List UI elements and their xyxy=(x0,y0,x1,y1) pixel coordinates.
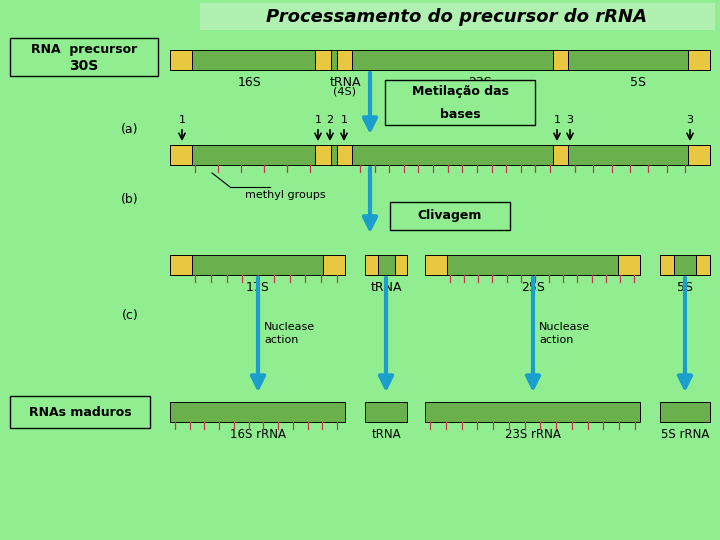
Bar xyxy=(618,255,640,275)
Bar xyxy=(425,255,640,275)
Bar xyxy=(390,202,510,230)
Bar xyxy=(425,402,640,422)
Bar xyxy=(337,145,352,165)
Bar xyxy=(323,255,345,275)
Text: (4S): (4S) xyxy=(333,87,356,97)
Bar xyxy=(688,50,710,70)
Text: 2: 2 xyxy=(326,115,333,125)
Text: 1: 1 xyxy=(179,115,186,125)
Text: 5S: 5S xyxy=(630,76,646,89)
Bar xyxy=(425,255,447,275)
Bar xyxy=(385,80,535,125)
Text: Nuclease: Nuclease xyxy=(264,322,315,332)
Text: 23S: 23S xyxy=(468,76,492,89)
Text: Metilação das: Metilação das xyxy=(412,85,508,98)
Text: RNA  precursor: RNA precursor xyxy=(31,44,137,57)
Bar xyxy=(170,255,192,275)
Text: Clivagem: Clivagem xyxy=(418,210,482,222)
Text: tRNA: tRNA xyxy=(370,281,402,294)
Bar xyxy=(365,255,407,275)
Text: 5S rRNA: 5S rRNA xyxy=(661,428,709,441)
Text: bases: bases xyxy=(440,109,480,122)
Bar xyxy=(170,402,345,422)
Text: 23S rRNA: 23S rRNA xyxy=(505,428,561,441)
Bar xyxy=(365,255,378,275)
Text: RNAs maduros: RNAs maduros xyxy=(29,406,131,419)
Text: action: action xyxy=(264,335,298,345)
Text: 3: 3 xyxy=(567,115,574,125)
Bar xyxy=(170,145,192,165)
Text: 16S rRNA: 16S rRNA xyxy=(230,428,286,441)
Bar xyxy=(688,145,710,165)
Text: (b): (b) xyxy=(121,193,139,206)
Bar xyxy=(170,50,192,70)
Bar xyxy=(660,402,710,422)
Bar xyxy=(553,145,568,165)
Text: methyl groups: methyl groups xyxy=(245,190,325,200)
Text: tRNA: tRNA xyxy=(329,76,361,89)
Bar xyxy=(170,255,345,275)
Text: 16S: 16S xyxy=(238,76,262,89)
Bar xyxy=(170,145,710,165)
Text: 3: 3 xyxy=(686,115,693,125)
Bar xyxy=(10,396,150,428)
Bar xyxy=(365,402,407,422)
Bar xyxy=(337,50,352,70)
Bar xyxy=(315,145,331,165)
Text: 30S: 30S xyxy=(69,59,99,73)
Text: 25S: 25S xyxy=(521,281,545,294)
Bar xyxy=(660,255,674,275)
Bar xyxy=(553,50,568,70)
Text: tRNA: tRNA xyxy=(372,428,401,441)
Text: 5S: 5S xyxy=(677,281,693,294)
Text: (a): (a) xyxy=(121,124,139,137)
Text: Nuclease: Nuclease xyxy=(539,322,590,332)
Text: (c): (c) xyxy=(122,308,138,321)
Text: Processamento do precursor do rRNA: Processamento do precursor do rRNA xyxy=(266,8,647,26)
Bar xyxy=(660,255,710,275)
Text: 1: 1 xyxy=(341,115,348,125)
Text: 17S: 17S xyxy=(246,281,270,294)
Bar xyxy=(395,255,407,275)
Text: action: action xyxy=(539,335,573,345)
Bar xyxy=(170,50,710,70)
Text: 1: 1 xyxy=(315,115,322,125)
Bar xyxy=(315,50,331,70)
Bar xyxy=(696,255,710,275)
Bar xyxy=(200,3,715,30)
Text: 1: 1 xyxy=(554,115,560,125)
Bar xyxy=(10,38,158,76)
